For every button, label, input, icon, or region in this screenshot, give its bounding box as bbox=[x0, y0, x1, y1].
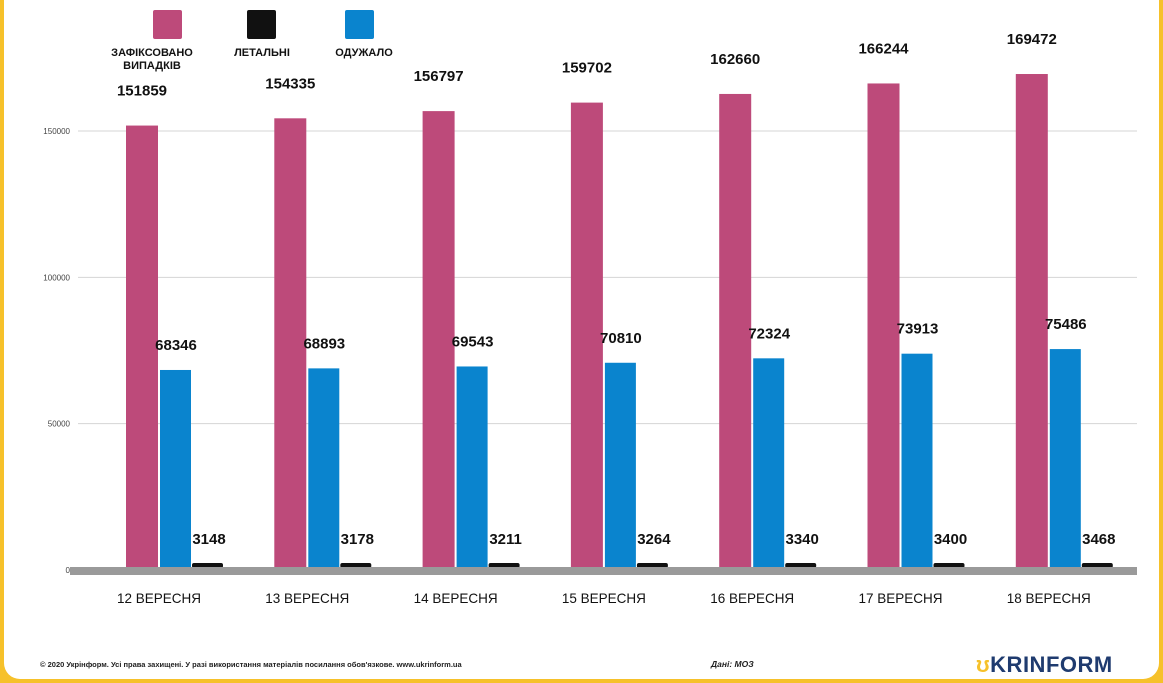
x-tick-label: 16 ВЕРЕСНЯ bbox=[710, 590, 794, 606]
data-label: 162660 bbox=[710, 51, 760, 68]
bar bbox=[1081, 563, 1113, 568]
bar bbox=[308, 368, 340, 570]
bar bbox=[1049, 349, 1081, 570]
data-label: 72324 bbox=[748, 325, 790, 342]
x-tick-label: 14 ВЕРЕСНЯ bbox=[414, 590, 498, 606]
data-label: 73913 bbox=[897, 321, 939, 338]
bar bbox=[604, 362, 636, 570]
x-tick-label: 12 ВЕРЕСНЯ bbox=[117, 590, 201, 606]
legend-label: ЗАФІКСОВАНО bbox=[111, 47, 193, 59]
bar bbox=[126, 125, 158, 570]
legend-swatch bbox=[153, 10, 182, 39]
legend-swatch bbox=[247, 10, 276, 39]
data-label: 3211 bbox=[489, 531, 522, 548]
data-label: 166244 bbox=[858, 40, 909, 57]
data-label: 169472 bbox=[1007, 31, 1057, 48]
legend-swatch bbox=[345, 10, 374, 39]
x-tick-label: 15 ВЕРЕСНЯ bbox=[562, 590, 646, 606]
data-label: 154335 bbox=[265, 75, 315, 92]
data-label: 3148 bbox=[192, 531, 225, 548]
y-tick-label: 100000 bbox=[43, 273, 70, 282]
bar bbox=[456, 366, 488, 570]
bar bbox=[867, 83, 900, 570]
data-label: 3340 bbox=[786, 531, 819, 548]
bar bbox=[719, 93, 752, 571]
y-tick-label: 0 bbox=[66, 566, 71, 575]
data-label: 68346 bbox=[155, 337, 197, 354]
data-label: 156797 bbox=[414, 68, 464, 85]
bar bbox=[488, 563, 520, 568]
data-label: 75486 bbox=[1045, 316, 1087, 333]
ukrinform-logo: ʊKRINFORM bbox=[976, 652, 1113, 678]
bar bbox=[901, 353, 933, 570]
legend-label: ВИПАДКІВ bbox=[123, 60, 181, 72]
bar bbox=[422, 111, 455, 570]
y-tick-label: 50000 bbox=[48, 420, 71, 429]
legend-label: ЛЕТАЛЬНІ bbox=[234, 47, 290, 59]
bar bbox=[785, 563, 817, 568]
data-label: 3400 bbox=[934, 531, 967, 548]
legend-label: ОДУЖАЛО bbox=[335, 47, 393, 59]
bar bbox=[636, 563, 668, 568]
data-label: 3468 bbox=[1082, 531, 1115, 548]
y-tick-label: 150000 bbox=[43, 127, 70, 136]
copyright-text: © 2020 Укрінформ. Усі права захищені. У … bbox=[40, 660, 462, 669]
data-label: 3264 bbox=[637, 531, 671, 548]
data-label: 70810 bbox=[600, 330, 642, 347]
ukrinform-logo-mark: ʊ bbox=[976, 652, 991, 677]
data-label: 68893 bbox=[303, 335, 345, 352]
data-source: Дані: МОЗ bbox=[711, 659, 754, 669]
bar bbox=[1015, 74, 1048, 570]
bar bbox=[274, 118, 307, 570]
x-axis-line bbox=[70, 567, 1137, 575]
bar bbox=[160, 369, 191, 570]
bar bbox=[570, 102, 603, 571]
data-label: 151859 bbox=[117, 83, 167, 100]
bar bbox=[192, 563, 223, 568]
x-tick-label: 18 ВЕРЕСНЯ bbox=[1007, 590, 1091, 606]
bar-chart: 0 50000 100000 150000 151859 68346 3148 12 ВЕРЕ… bbox=[43, 10, 1137, 606]
bar bbox=[753, 358, 785, 570]
data-label: 3178 bbox=[341, 531, 374, 548]
bar bbox=[340, 563, 372, 568]
data-label: 69543 bbox=[452, 333, 494, 350]
data-label: 159702 bbox=[562, 60, 612, 77]
x-tick-label: 17 ВЕРЕСНЯ bbox=[859, 590, 943, 606]
bar bbox=[933, 563, 965, 568]
x-tick-label: 13 ВЕРЕСНЯ bbox=[265, 590, 349, 606]
ukrinform-logo-text: KRINFORM bbox=[990, 652, 1113, 677]
